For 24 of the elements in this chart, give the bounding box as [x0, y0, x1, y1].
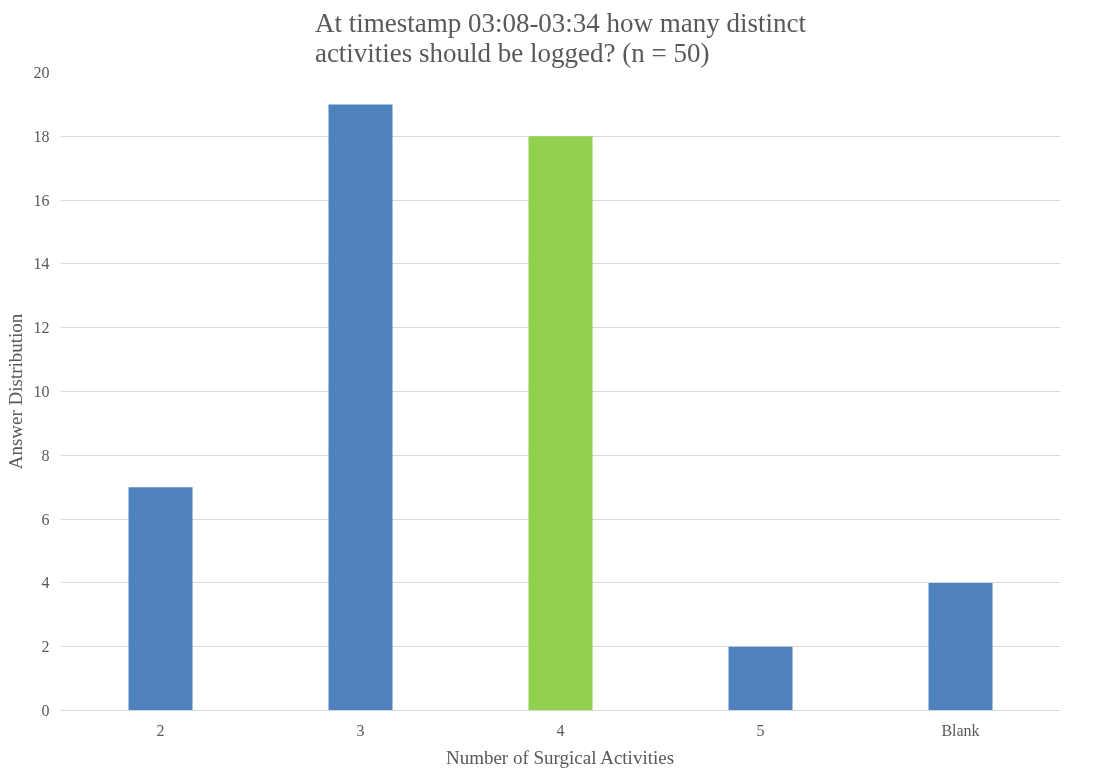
- bar: [528, 136, 593, 711]
- y-tick-label: 4: [41, 574, 50, 592]
- y-tick-label: 14: [33, 255, 50, 273]
- y-tick-label: 2: [41, 638, 50, 656]
- x-tick-label: 4: [556, 721, 565, 739]
- x-tick-label: 2: [156, 721, 165, 739]
- y-tick-label: 20: [33, 64, 50, 81]
- y-tick-label: 12: [33, 319, 50, 337]
- y-tick-label: 18: [33, 127, 50, 145]
- chart-title: At timestamp 03:08-03:34 how many distinct activities should be logged? (n = 50): [314, 7, 807, 68]
- y-tick-label: 10: [33, 383, 50, 400]
- bar: [728, 646, 793, 711]
- x-axis-title: Number of Surgical Activities: [445, 746, 675, 768]
- bar: [328, 104, 393, 711]
- y-tick-label: 6: [41, 510, 50, 528]
- y-tick-label: 16: [33, 191, 50, 209]
- x-tick-label: Blank: [941, 721, 980, 739]
- x-tick-label: 3: [356, 721, 365, 739]
- y-tick-label: 0: [41, 702, 50, 719]
- x-tick-label: 5: [756, 721, 765, 739]
- y-tick-label: 8: [41, 446, 50, 464]
- y-axis-title: Answer Distribution: [4, 313, 26, 470]
- bar: [128, 487, 193, 711]
- bar: [928, 582, 993, 711]
